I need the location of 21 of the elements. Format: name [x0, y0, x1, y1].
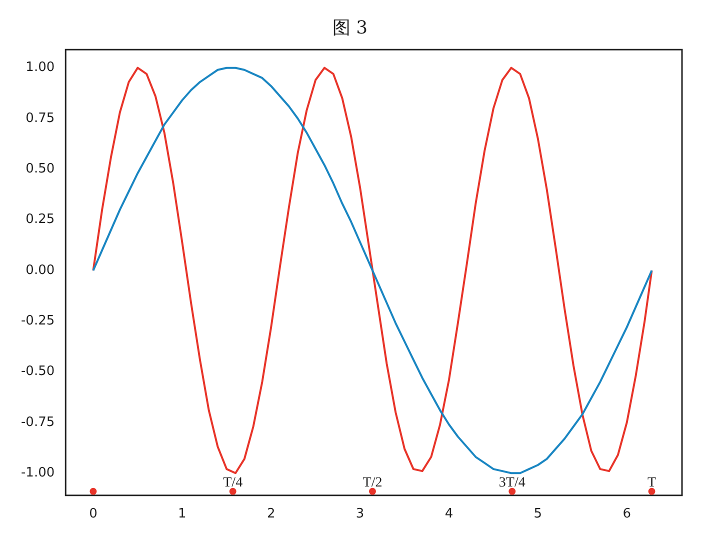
y-tick-label: -0.25: [20, 314, 55, 329]
y-tick-label: 0.50: [26, 162, 55, 177]
annotation: T/4: [223, 475, 243, 490]
x-tick-label: 1: [178, 506, 186, 522]
y-tick-label: 0.75: [26, 110, 55, 126]
x-tick-label: 0: [89, 506, 98, 522]
chart-title: 图 3: [332, 17, 368, 38]
y-tick-label: -0.75: [20, 414, 55, 430]
annotation: T/2: [362, 475, 382, 490]
x-tick-label: 3: [356, 506, 364, 522]
y-tick-label: 0.25: [26, 212, 55, 228]
y-tick-label: 0.00: [26, 262, 55, 278]
y-tick-label: 1.00: [26, 60, 55, 76]
x-tick-label: 4: [444, 506, 454, 522]
x-tick-label: 6: [622, 506, 631, 522]
x-tick-label: 2: [266, 506, 276, 522]
annotation: T: [647, 475, 656, 490]
x-tick-label: 5: [534, 506, 542, 522]
y-tick-label: -1.00: [20, 465, 55, 480]
annotation: 3T/4: [498, 475, 526, 490]
y-tick-label: -0.50: [20, 364, 55, 380]
